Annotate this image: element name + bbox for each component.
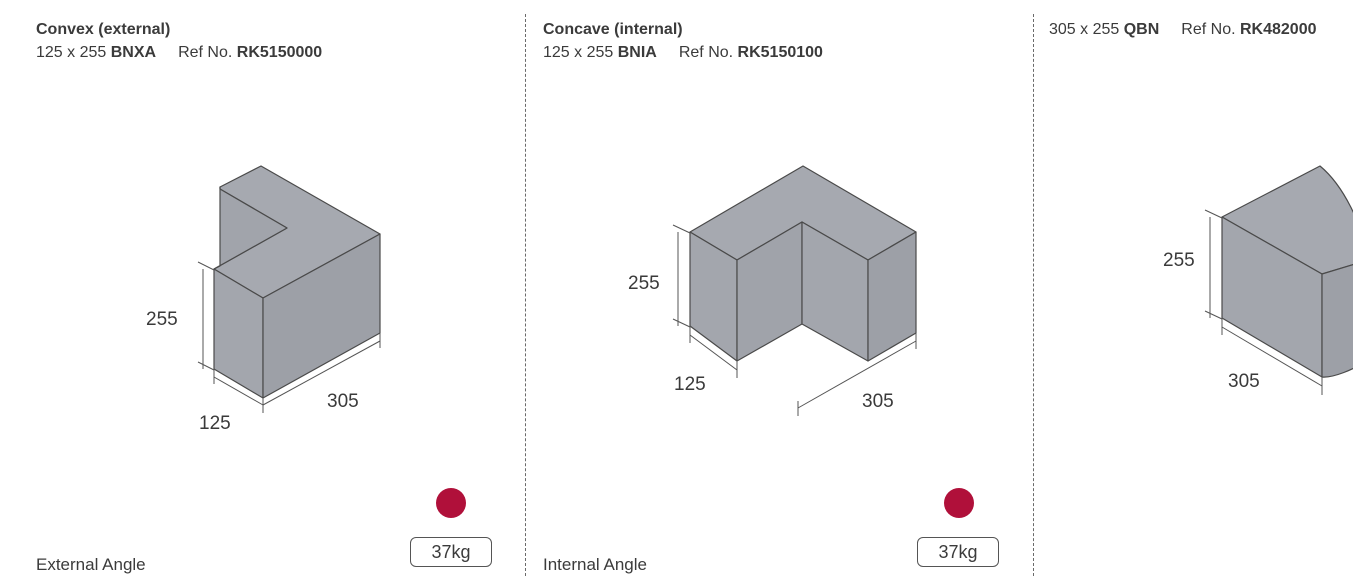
footer-label: External Angle bbox=[36, 555, 146, 574]
weight-badge: 37kg bbox=[410, 537, 492, 567]
colour-swatch-dot bbox=[436, 488, 466, 518]
product-spec: 305 x 255 QBN Ref No. RK482000 bbox=[1049, 21, 1317, 39]
spec-size: 125 x 255 bbox=[543, 44, 614, 61]
length-label: 305 bbox=[1228, 371, 1260, 392]
spec-size: 305 x 255 bbox=[1049, 21, 1120, 38]
spec-code: BNIA bbox=[617, 44, 657, 61]
panel-title: Concave (internal) bbox=[543, 21, 683, 38]
qbn-panel: 305 x 255 QBN Ref No. RK482000 255 305 bbox=[1033, 0, 1353, 576]
ref-label: Ref No. bbox=[1181, 21, 1236, 38]
convex-back-face bbox=[213, 186, 288, 270]
concave-block-diagram: 255 125 305 bbox=[628, 165, 917, 416]
spec-code: BNXA bbox=[110, 44, 157, 61]
qbn-block-diagram: 255 305 bbox=[1163, 165, 1353, 395]
weight-badge: 37kg bbox=[917, 537, 999, 567]
length-label: 305 bbox=[327, 391, 359, 412]
spec-size: 125 x 255 bbox=[36, 44, 107, 61]
width-label: 125 bbox=[674, 374, 706, 395]
height-label: 255 bbox=[628, 273, 660, 294]
ref-number: RK5150100 bbox=[737, 44, 823, 61]
panel-divider bbox=[525, 14, 526, 576]
qbn-top-face bbox=[1221, 165, 1353, 275]
ref-label: Ref No. bbox=[678, 44, 734, 61]
width-label: 125 bbox=[199, 413, 231, 434]
length-label: 305 bbox=[862, 391, 894, 412]
ref-number: RK5150000 bbox=[236, 44, 323, 61]
product-spec: 125 x 255 BNIA Ref No. RK5150100 bbox=[543, 44, 823, 62]
qbn-dimension-lines bbox=[1204, 209, 1323, 395]
ref-label: Ref No. bbox=[178, 44, 233, 61]
spec-code: QBN bbox=[1123, 21, 1160, 38]
convex-dimension-lines bbox=[197, 261, 381, 413]
height-label: 255 bbox=[1163, 250, 1195, 271]
product-spec: 125 x 255 BNXA Ref No. RK5150000 bbox=[36, 44, 322, 62]
convex-block-diagram: 255 125 305 bbox=[146, 165, 381, 434]
convex-panel: Convex (external) 125 x 255 BNXA Ref No. … bbox=[0, 0, 525, 576]
concave-panel: Concave (internal) 125 x 255 BNIA Ref No.… bbox=[525, 0, 1033, 576]
footer-label: Internal Angle bbox=[543, 555, 647, 574]
panel-title: Convex (external) bbox=[36, 21, 171, 38]
height-label: 255 bbox=[146, 309, 178, 330]
panel-divider bbox=[1033, 14, 1034, 576]
concave-dimension-lines bbox=[672, 224, 917, 416]
colour-swatch-dot bbox=[944, 488, 974, 518]
qbn-curved-face bbox=[1321, 263, 1353, 378]
ref-number: RK482000 bbox=[1240, 21, 1317, 38]
